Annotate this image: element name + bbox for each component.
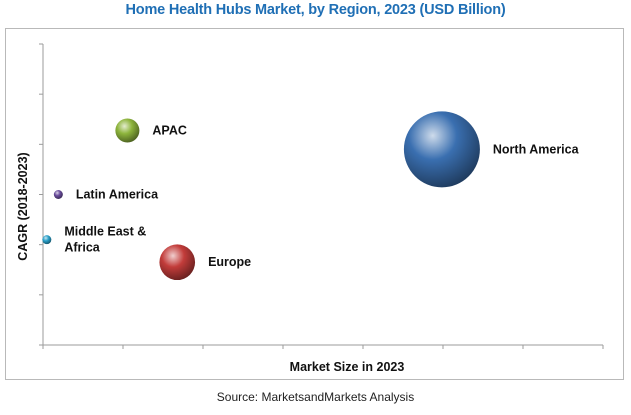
bubble-apac <box>115 118 140 143</box>
x-axis-label: Market Size in 2023 <box>290 360 405 374</box>
chart-frame <box>5 28 624 380</box>
bubble-label-latin-america: Latin America <box>76 188 159 202</box>
bubble-north-america <box>403 111 480 188</box>
bubble-label-apac: APAC <box>152 124 187 138</box>
bubble-label-middle-east-africa: Middle East & Africa <box>64 225 146 255</box>
bubble-label-europe: Europe <box>208 255 251 269</box>
chart-title: Home Health Hubs Market, by Region, 2023… <box>125 2 506 18</box>
source-note: Source: MarketsandMarkets Analysis <box>216 390 415 404</box>
bubble-label-north-america: North America <box>493 142 580 156</box>
y-axis-label: CAGR (2018-2023) <box>16 152 30 260</box>
bubble-europe <box>159 244 196 281</box>
bubble-latin-america <box>53 190 63 199</box>
bubble-middle-east-africa <box>42 235 52 245</box>
